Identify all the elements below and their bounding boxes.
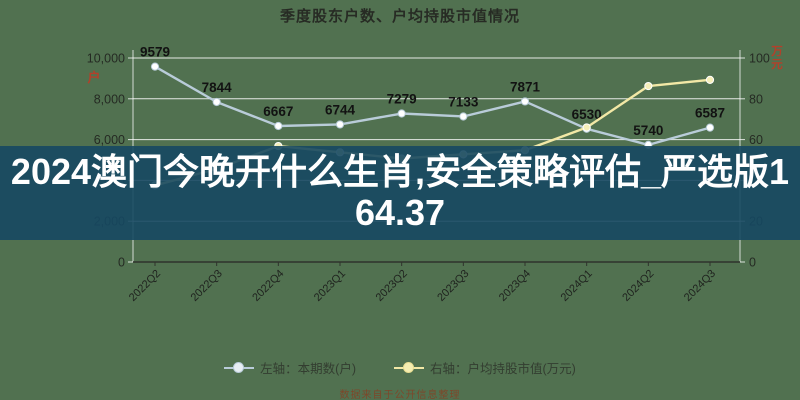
legend-label-right-axis: 右轴：户均持股市值(万元) bbox=[430, 362, 576, 376]
right-axis-tick-label: 80 bbox=[749, 92, 763, 106]
data-point bbox=[520, 97, 530, 106]
chart-title: 季度股东户数、户均持股市值情况 bbox=[279, 8, 520, 25]
watermark-text: 数据来自于公开信息整理 bbox=[339, 390, 461, 400]
data-point bbox=[274, 121, 283, 131]
right-axis-tick-label: 100 bbox=[749, 52, 770, 66]
x-axis-category-label: 2022Q4 bbox=[250, 268, 286, 304]
x-axis-category-label: 2023Q3 bbox=[435, 268, 471, 304]
x-axis-category-label: 2024Q3 bbox=[682, 268, 718, 304]
data-point-label: 7871 bbox=[510, 79, 541, 94]
legend-item-right-axis[interactable]: 右轴：户均持股市值(万元) bbox=[394, 358, 576, 377]
right-axis-tick-label: 60 bbox=[749, 133, 763, 147]
data-point-label: 6744 bbox=[325, 102, 356, 117]
data-point bbox=[644, 81, 653, 91]
x-axis-category-label: 2023Q1 bbox=[312, 268, 348, 304]
legend-label-left-axis: 左轴：本期数(户) bbox=[260, 362, 356, 376]
data-point bbox=[459, 112, 468, 121]
legend-marker-blue-line-dot-icon bbox=[224, 362, 255, 373]
right-axis-tick-label: 0 bbox=[749, 256, 756, 270]
legend-marker-yellow-line-dot-icon bbox=[394, 362, 424, 373]
left-axis-tick-label: 8,000 bbox=[94, 92, 125, 106]
left-axis-unit-label: 户 bbox=[87, 70, 100, 85]
data-point bbox=[150, 62, 160, 71]
data-point-label: 7844 bbox=[202, 80, 233, 95]
left-axis-tick-label: 0 bbox=[118, 256, 125, 270]
data-point-label: 6587 bbox=[695, 106, 725, 121]
x-axis-category-label: 2022Q2 bbox=[127, 268, 163, 304]
right-axis-unit-label: 万元 bbox=[770, 45, 783, 71]
data-point-label: 9579 bbox=[140, 45, 170, 60]
x-axis-category-label: 2024Q2 bbox=[620, 268, 656, 304]
data-point bbox=[397, 109, 406, 118]
series-left bbox=[150, 62, 715, 150]
left-axis-tick-label: 10,000 bbox=[87, 52, 125, 66]
legend: 左轴：本期数(户) 右轴：户均持股市值(万元) bbox=[0, 358, 800, 377]
data-point-label: 7133 bbox=[448, 94, 479, 109]
overlay-banner-text: 2024澳门今晚开什么生肖,安全策略评估_严选版164.37 bbox=[10, 151, 790, 233]
overlay-banner: 2024澳门今晚开什么生肖,安全策略评估_严选版164.37 bbox=[0, 146, 800, 240]
x-axis-category-label: 2024Q1 bbox=[559, 268, 595, 304]
data-point bbox=[212, 97, 221, 107]
data-point bbox=[582, 123, 591, 132]
data-point-label: 5740 bbox=[633, 123, 663, 138]
legend-item-left-axis[interactable]: 左轴：本期数(户) bbox=[224, 358, 356, 377]
data-point bbox=[705, 123, 715, 132]
left-axis-tick-label: 6,000 bbox=[94, 133, 125, 147]
x-axis-category-label: 2023Q4 bbox=[497, 268, 533, 304]
data-point bbox=[335, 120, 345, 129]
x-axis-category-label: 2023Q2 bbox=[374, 268, 410, 304]
x-axis-category-label: 2022Q3 bbox=[189, 268, 225, 304]
data-point-label: 7279 bbox=[387, 92, 417, 107]
data-point bbox=[705, 75, 715, 84]
data-point-label: 6667 bbox=[263, 104, 293, 119]
data-point-label: 6530 bbox=[572, 107, 602, 122]
